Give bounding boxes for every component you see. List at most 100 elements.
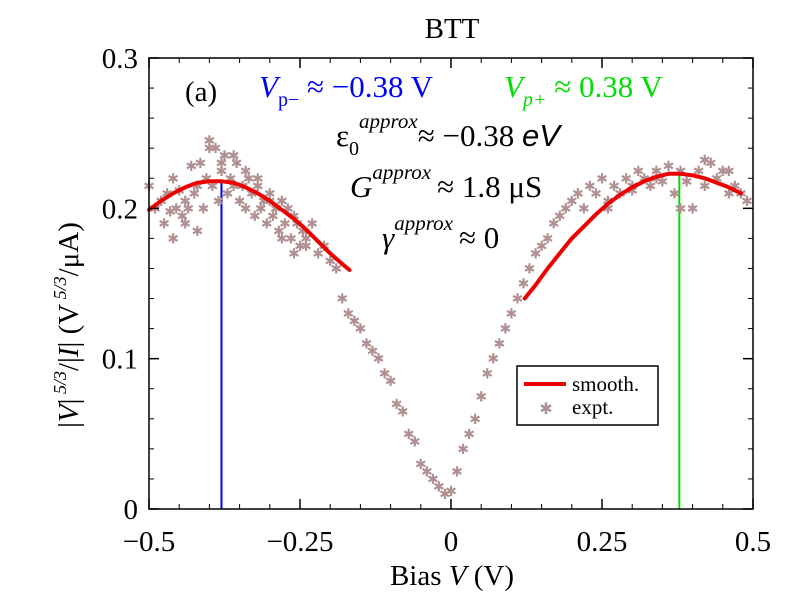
expt-point: ✱ <box>273 223 285 239</box>
expt-point: ✱ <box>481 366 493 382</box>
expt-point: ✱ <box>158 215 170 231</box>
expt-point: ✱ <box>638 170 650 186</box>
gamma-annotation: γapprox ≈ 0 <box>382 211 499 255</box>
y-tick-label: 0.3 <box>102 43 138 75</box>
expt-point: ✱ <box>330 260 342 276</box>
expt-point: ✱ <box>194 155 206 171</box>
expt-point: ✱ <box>306 215 318 231</box>
expt-point: ✱ <box>493 336 505 352</box>
plot-area <box>149 58 753 509</box>
smooth-line-0 <box>147 179 352 272</box>
expt-point: ✱ <box>191 178 203 194</box>
expt-point: ✱ <box>632 163 644 179</box>
expt-point: ✱ <box>355 321 367 337</box>
expt-point: ✱ <box>288 208 300 224</box>
expt-point: ✱ <box>626 182 638 198</box>
y-tick-label: 0.1 <box>102 344 138 376</box>
expt-point: ✱ <box>213 193 225 209</box>
expt-point: ✱ <box>297 223 309 239</box>
expt-point: ✱ <box>204 140 216 156</box>
x-tick-label: 0.25 <box>577 526 628 558</box>
expt-point: ✱ <box>300 238 312 254</box>
expt-point: ✱ <box>620 170 632 186</box>
legend-box <box>516 365 659 426</box>
expt-point: ✱ <box>644 178 656 194</box>
expt-point: ✱ <box>170 200 182 216</box>
expt-point: ✱ <box>669 185 681 201</box>
x-tick-label: −0.25 <box>266 526 333 558</box>
expt-point: ✱ <box>572 185 584 201</box>
expt-point: ✱ <box>231 155 243 171</box>
expt-point: ✱ <box>179 215 191 231</box>
expt-point: ✱ <box>687 200 699 216</box>
expt-point: ✱ <box>457 441 469 457</box>
expt-point: ✱ <box>705 155 717 171</box>
expt-point: ✱ <box>264 185 276 201</box>
expt-point: ✱ <box>336 291 348 307</box>
expt-point: ✱ <box>475 388 487 404</box>
expt-point: ✱ <box>207 178 219 194</box>
expt-point: ✱ <box>197 200 209 216</box>
axes: −0.5 −0.25 0 0.25 0.5 0 0.1 0.2 0.3 <box>102 43 771 558</box>
panel-label: (a) <box>185 76 217 108</box>
y-tick-label: 0.2 <box>102 193 138 225</box>
x-tick-label: 0.5 <box>735 526 771 558</box>
expt-point: ✱ <box>487 351 499 367</box>
expt-point: ✱ <box>234 193 246 209</box>
expt-point: ✱ <box>282 200 294 216</box>
expt-point: ✱ <box>276 230 288 246</box>
expt-point: ✱ <box>164 203 176 219</box>
expt-point: ✱ <box>279 215 291 231</box>
expt-point: ✱ <box>729 178 741 194</box>
expt-point: ✱ <box>249 208 261 224</box>
expt-point: ✱ <box>512 291 524 307</box>
chart-title: BTT <box>425 13 480 45</box>
expt-point: ✱ <box>566 193 578 209</box>
expt-point: ✱ <box>210 140 222 156</box>
y-axis-label: |V| 5/3/|I| (V 5/3/μA) <box>50 222 85 428</box>
expt-point: ✱ <box>252 170 264 186</box>
expt-point: ✱ <box>469 411 481 427</box>
expt-point: ✱ <box>348 313 360 329</box>
epsilon-annotation: ε0approx≈ −0.38 eV <box>336 109 563 160</box>
expt-point: ✱ <box>255 200 267 216</box>
expt-point: ✱ <box>723 185 735 201</box>
expt-point: ✱ <box>176 208 188 224</box>
expt-point: ✱ <box>243 170 255 186</box>
expt-point: ✱ <box>216 163 228 179</box>
expt-point: ✱ <box>219 148 231 164</box>
expt-point: ✱ <box>179 193 191 209</box>
legend-expt-label: expt. <box>572 395 613 419</box>
expt-point: ✱ <box>499 321 511 337</box>
legend-smooth-label: smooth. <box>572 372 639 396</box>
expt-point: ✱ <box>182 200 194 216</box>
expt-point: ✱ <box>167 170 179 186</box>
expt-point: ✱ <box>167 230 179 246</box>
plot-background <box>149 58 753 509</box>
x-tick-label: −0.5 <box>123 526 176 558</box>
expt-point: ✱ <box>403 426 415 442</box>
expt-point: ✱ <box>276 193 288 209</box>
expt-point: ✱ <box>252 178 264 194</box>
expt-point: ✱ <box>699 178 711 194</box>
expt-point: ✱ <box>312 245 324 261</box>
expt-point: ✱ <box>433 478 445 494</box>
expt-point: ✱ <box>675 200 687 216</box>
expt-point: ✱ <box>385 373 397 389</box>
expt-point: ✱ <box>191 223 203 239</box>
vp-plus-annotation: Vp+ ≈ 0.38 V <box>504 69 663 111</box>
expt-point: ✱ <box>288 245 300 261</box>
expt-point: ✱ <box>439 486 451 502</box>
expt-point: ✱ <box>663 158 675 174</box>
expt-point: ✱ <box>608 178 620 194</box>
expt-point: ✱ <box>204 133 216 149</box>
expt-point: ✱ <box>185 158 197 174</box>
expt-point: ✱ <box>373 351 385 367</box>
expt-point: ✱ <box>445 483 457 499</box>
expt-point: ✱ <box>294 238 306 254</box>
expt-point: ✱ <box>367 343 379 359</box>
expt-point: ✱ <box>657 173 669 189</box>
expt-point: ✱ <box>548 215 560 231</box>
expt-point: ✱ <box>578 200 590 216</box>
expt-point: ✱ <box>741 193 753 209</box>
